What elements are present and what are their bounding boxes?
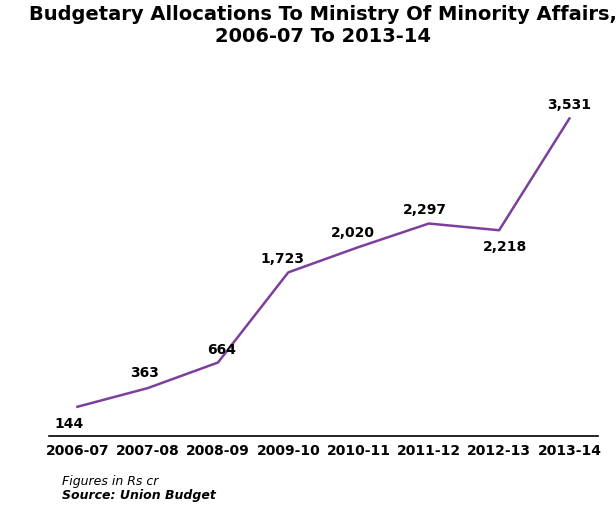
Text: 2,020: 2,020 [331,226,375,241]
Text: 363: 363 [130,366,158,380]
Text: 2,297: 2,297 [403,203,447,217]
Text: 664: 664 [207,343,236,357]
Text: Source: Union Budget: Source: Union Budget [62,489,216,502]
Text: 2,218: 2,218 [482,240,527,254]
Text: Figures in Rs cr: Figures in Rs cr [62,475,158,488]
Title: Budgetary Allocations To Ministry Of Minority Affairs,
2006-07 To 2013-14: Budgetary Allocations To Ministry Of Min… [30,5,616,46]
Text: 144: 144 [54,417,84,431]
Text: 3,531: 3,531 [548,98,591,112]
Text: 1,723: 1,723 [261,252,305,266]
